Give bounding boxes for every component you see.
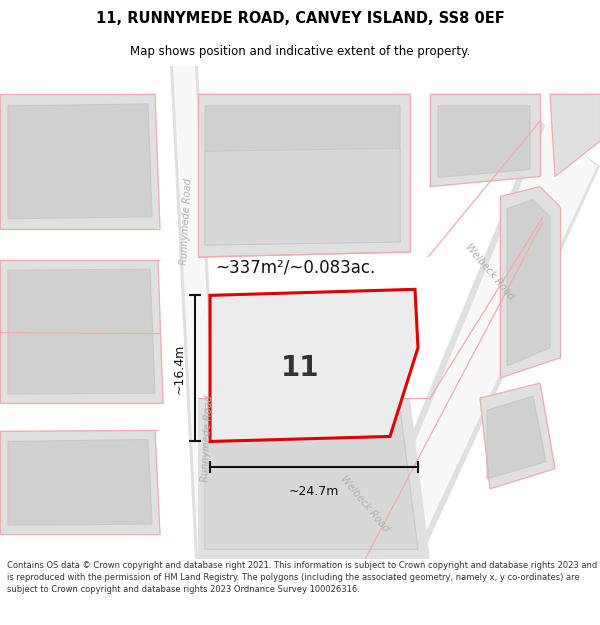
- Polygon shape: [550, 94, 600, 176]
- Polygon shape: [367, 121, 597, 559]
- Polygon shape: [205, 106, 400, 245]
- Polygon shape: [198, 94, 410, 257]
- Polygon shape: [507, 199, 550, 366]
- Polygon shape: [210, 289, 418, 441]
- Polygon shape: [0, 94, 160, 229]
- Polygon shape: [430, 94, 540, 186]
- Polygon shape: [8, 439, 152, 525]
- Text: Runnymede Road: Runnymede Road: [200, 395, 214, 482]
- Polygon shape: [205, 408, 418, 549]
- Text: 11: 11: [281, 354, 319, 382]
- Polygon shape: [170, 66, 223, 559]
- Text: Contains OS data © Crown copyright and database right 2021. This information is : Contains OS data © Crown copyright and d…: [7, 561, 598, 594]
- Polygon shape: [205, 148, 400, 245]
- Polygon shape: [225, 314, 360, 433]
- Polygon shape: [0, 260, 163, 403]
- Polygon shape: [198, 398, 430, 559]
- Polygon shape: [173, 66, 220, 559]
- Text: ~16.4m: ~16.4m: [173, 343, 186, 394]
- Text: 11, RUNNYMEDE ROAD, CANVEY ISLAND, SS8 0EF: 11, RUNNYMEDE ROAD, CANVEY ISLAND, SS8 0…: [95, 11, 505, 26]
- Polygon shape: [0, 431, 160, 534]
- Polygon shape: [500, 186, 560, 378]
- Polygon shape: [8, 104, 152, 219]
- Polygon shape: [360, 121, 600, 559]
- Polygon shape: [480, 383, 555, 489]
- Polygon shape: [8, 269, 155, 394]
- Text: Welbeck Road: Welbeck Road: [464, 242, 516, 302]
- Text: ~24.7m: ~24.7m: [289, 485, 339, 498]
- Text: Welbeck Road: Welbeck Road: [339, 474, 391, 534]
- Text: Runnymede Road: Runnymede Road: [179, 178, 193, 266]
- Polygon shape: [438, 106, 530, 177]
- Text: ~337m²/~0.083ac.: ~337m²/~0.083ac.: [215, 258, 375, 276]
- Polygon shape: [487, 396, 546, 479]
- Text: Map shows position and indicative extent of the property.: Map shows position and indicative extent…: [130, 45, 470, 58]
